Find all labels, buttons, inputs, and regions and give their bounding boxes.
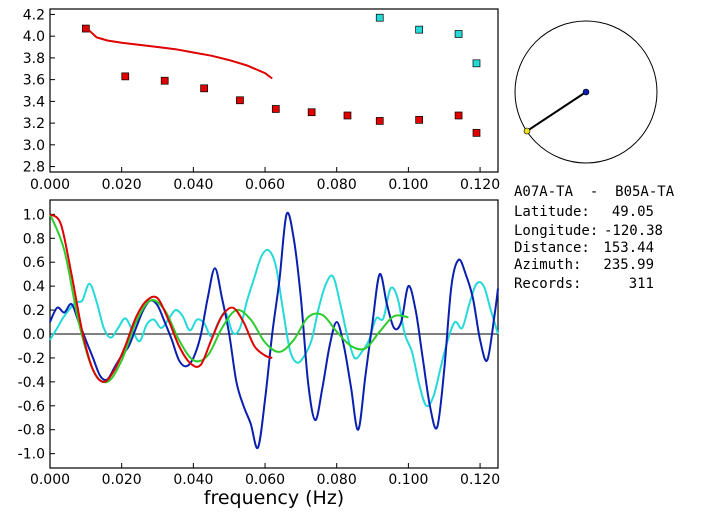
red-data-point <box>307 108 316 117</box>
station-info-panel: A07A-TA - B05A-TA Latitude: 49.05 Longit… <box>514 184 675 292</box>
coherency-panel: 0.000 0.020 0.040 0.060 0.080 0.100 0.120 1.0 0.… <box>18 199 500 509</box>
bottom-y-tick-label: 0.6 <box>23 255 45 271</box>
coherency-marks <box>49 211 499 450</box>
bottom-y-tick-label: 1.0 <box>23 207 45 223</box>
cyan-data-point <box>472 59 481 68</box>
bottom-y-tick-label: -0.2 <box>18 351 45 367</box>
red-data-point <box>375 117 384 125</box>
red-data-point <box>160 76 169 85</box>
red-data-point <box>271 105 280 113</box>
distance-value: 153.44 <box>603 240 654 256</box>
bottom-x-tick-label: 0.120 <box>460 472 500 488</box>
top-x-tick-label: 0.060 <box>245 177 285 193</box>
cyan-data-point <box>454 30 463 38</box>
bottom-y-tick-label: -0.4 <box>18 375 45 391</box>
red-data-point <box>454 111 463 120</box>
latitude-label: Latitude: <box>514 204 590 220</box>
x-axis-label: frequency (Hz) <box>204 487 344 509</box>
cyan-data-point <box>415 25 424 34</box>
red-data-point <box>236 96 244 105</box>
dispersion-panel: 0.000 0.020 0.040 0.060 0.080 0.100 0.120 2.8 3.… <box>23 7 500 193</box>
red-coherency-curve <box>49 213 273 383</box>
bottom-x-tick-label: 0.080 <box>317 472 357 488</box>
bottom-x-tick-label: 0.020 <box>102 472 142 488</box>
top-x-tick-label: 0.100 <box>388 177 428 193</box>
top-y-tick-label: 2.8 <box>23 160 45 176</box>
bottom-y-tick-label: 0.0 <box>23 327 45 343</box>
latitude-value: 49.05 <box>612 204 654 220</box>
top-x-tick-label: 0.020 <box>102 177 142 193</box>
dispersion-axes: 0.000 0.020 0.040 0.060 0.080 0.100 0.120 2.8 3.… <box>23 7 500 193</box>
top-x-tick-label: 0.040 <box>173 177 213 193</box>
cyan-data-point <box>375 13 384 22</box>
bottom-x-tick-label: 0.100 <box>388 472 428 488</box>
red-data-point <box>343 111 352 120</box>
top-y-tick-label: 3.8 <box>23 51 45 67</box>
top-x-tick-label: 0.120 <box>460 177 500 193</box>
bottom-y-tick-label: -1.0 <box>18 447 45 463</box>
coherency-axes: 0.000 0.020 0.040 0.060 0.080 0.100 0.120 1.0 0.… <box>18 207 500 488</box>
azimuth-label: Azimuth: <box>514 257 581 273</box>
bottom-x-tick-label: 0.000 <box>30 472 70 488</box>
top-x-tick-label: 0.080 <box>317 177 357 193</box>
red-data-point <box>200 84 208 93</box>
red-data-point <box>415 115 424 124</box>
green-coherency-curve <box>49 214 409 384</box>
red-data-point <box>81 24 90 33</box>
azimuth-line <box>526 91 587 132</box>
longitude-value: -120.38 <box>604 223 663 239</box>
top-y-tick-label: 3.6 <box>23 73 45 89</box>
records-label: Records: <box>514 276 581 292</box>
center-station-marker <box>582 88 590 96</box>
bottom-y-tick-label: -0.6 <box>18 399 45 415</box>
dispersion-plot-frame <box>49 8 499 173</box>
red-data-point <box>121 72 130 81</box>
distance-label: Distance: <box>514 240 590 256</box>
records-value: 311 <box>629 276 654 292</box>
bottom-y-tick-label: -0.8 <box>18 423 45 439</box>
top-y-tick-label: 3.0 <box>23 138 45 154</box>
azimuth-compass <box>514 20 658 164</box>
longitude-label: Longitude: <box>514 223 598 239</box>
station-pair-title: A07A-TA - B05A-TA <box>514 184 675 200</box>
azimuth-value: 235.99 <box>603 257 654 273</box>
bottom-y-tick-label: 0.2 <box>23 303 45 319</box>
top-y-tick-label: 3.2 <box>23 116 45 132</box>
bottom-x-tick-label: 0.040 <box>173 472 213 488</box>
compass-circle <box>514 20 658 164</box>
top-y-tick-label: 4.0 <box>23 29 45 45</box>
dispersion-marks <box>81 13 481 137</box>
top-y-tick-label: 4.2 <box>23 7 45 23</box>
top-y-tick-label: 3.4 <box>23 94 45 110</box>
top-x-tick-label: 0.000 <box>30 177 70 193</box>
red-data-point <box>472 129 481 137</box>
bottom-y-tick-label: 0.8 <box>23 231 45 247</box>
bottom-x-tick-label: 0.060 <box>245 472 285 488</box>
dispersion-curve <box>88 29 273 80</box>
remote-station-marker <box>523 127 531 135</box>
cyan-coherency-curve <box>49 248 499 408</box>
bottom-y-tick-label: 0.4 <box>23 279 45 295</box>
